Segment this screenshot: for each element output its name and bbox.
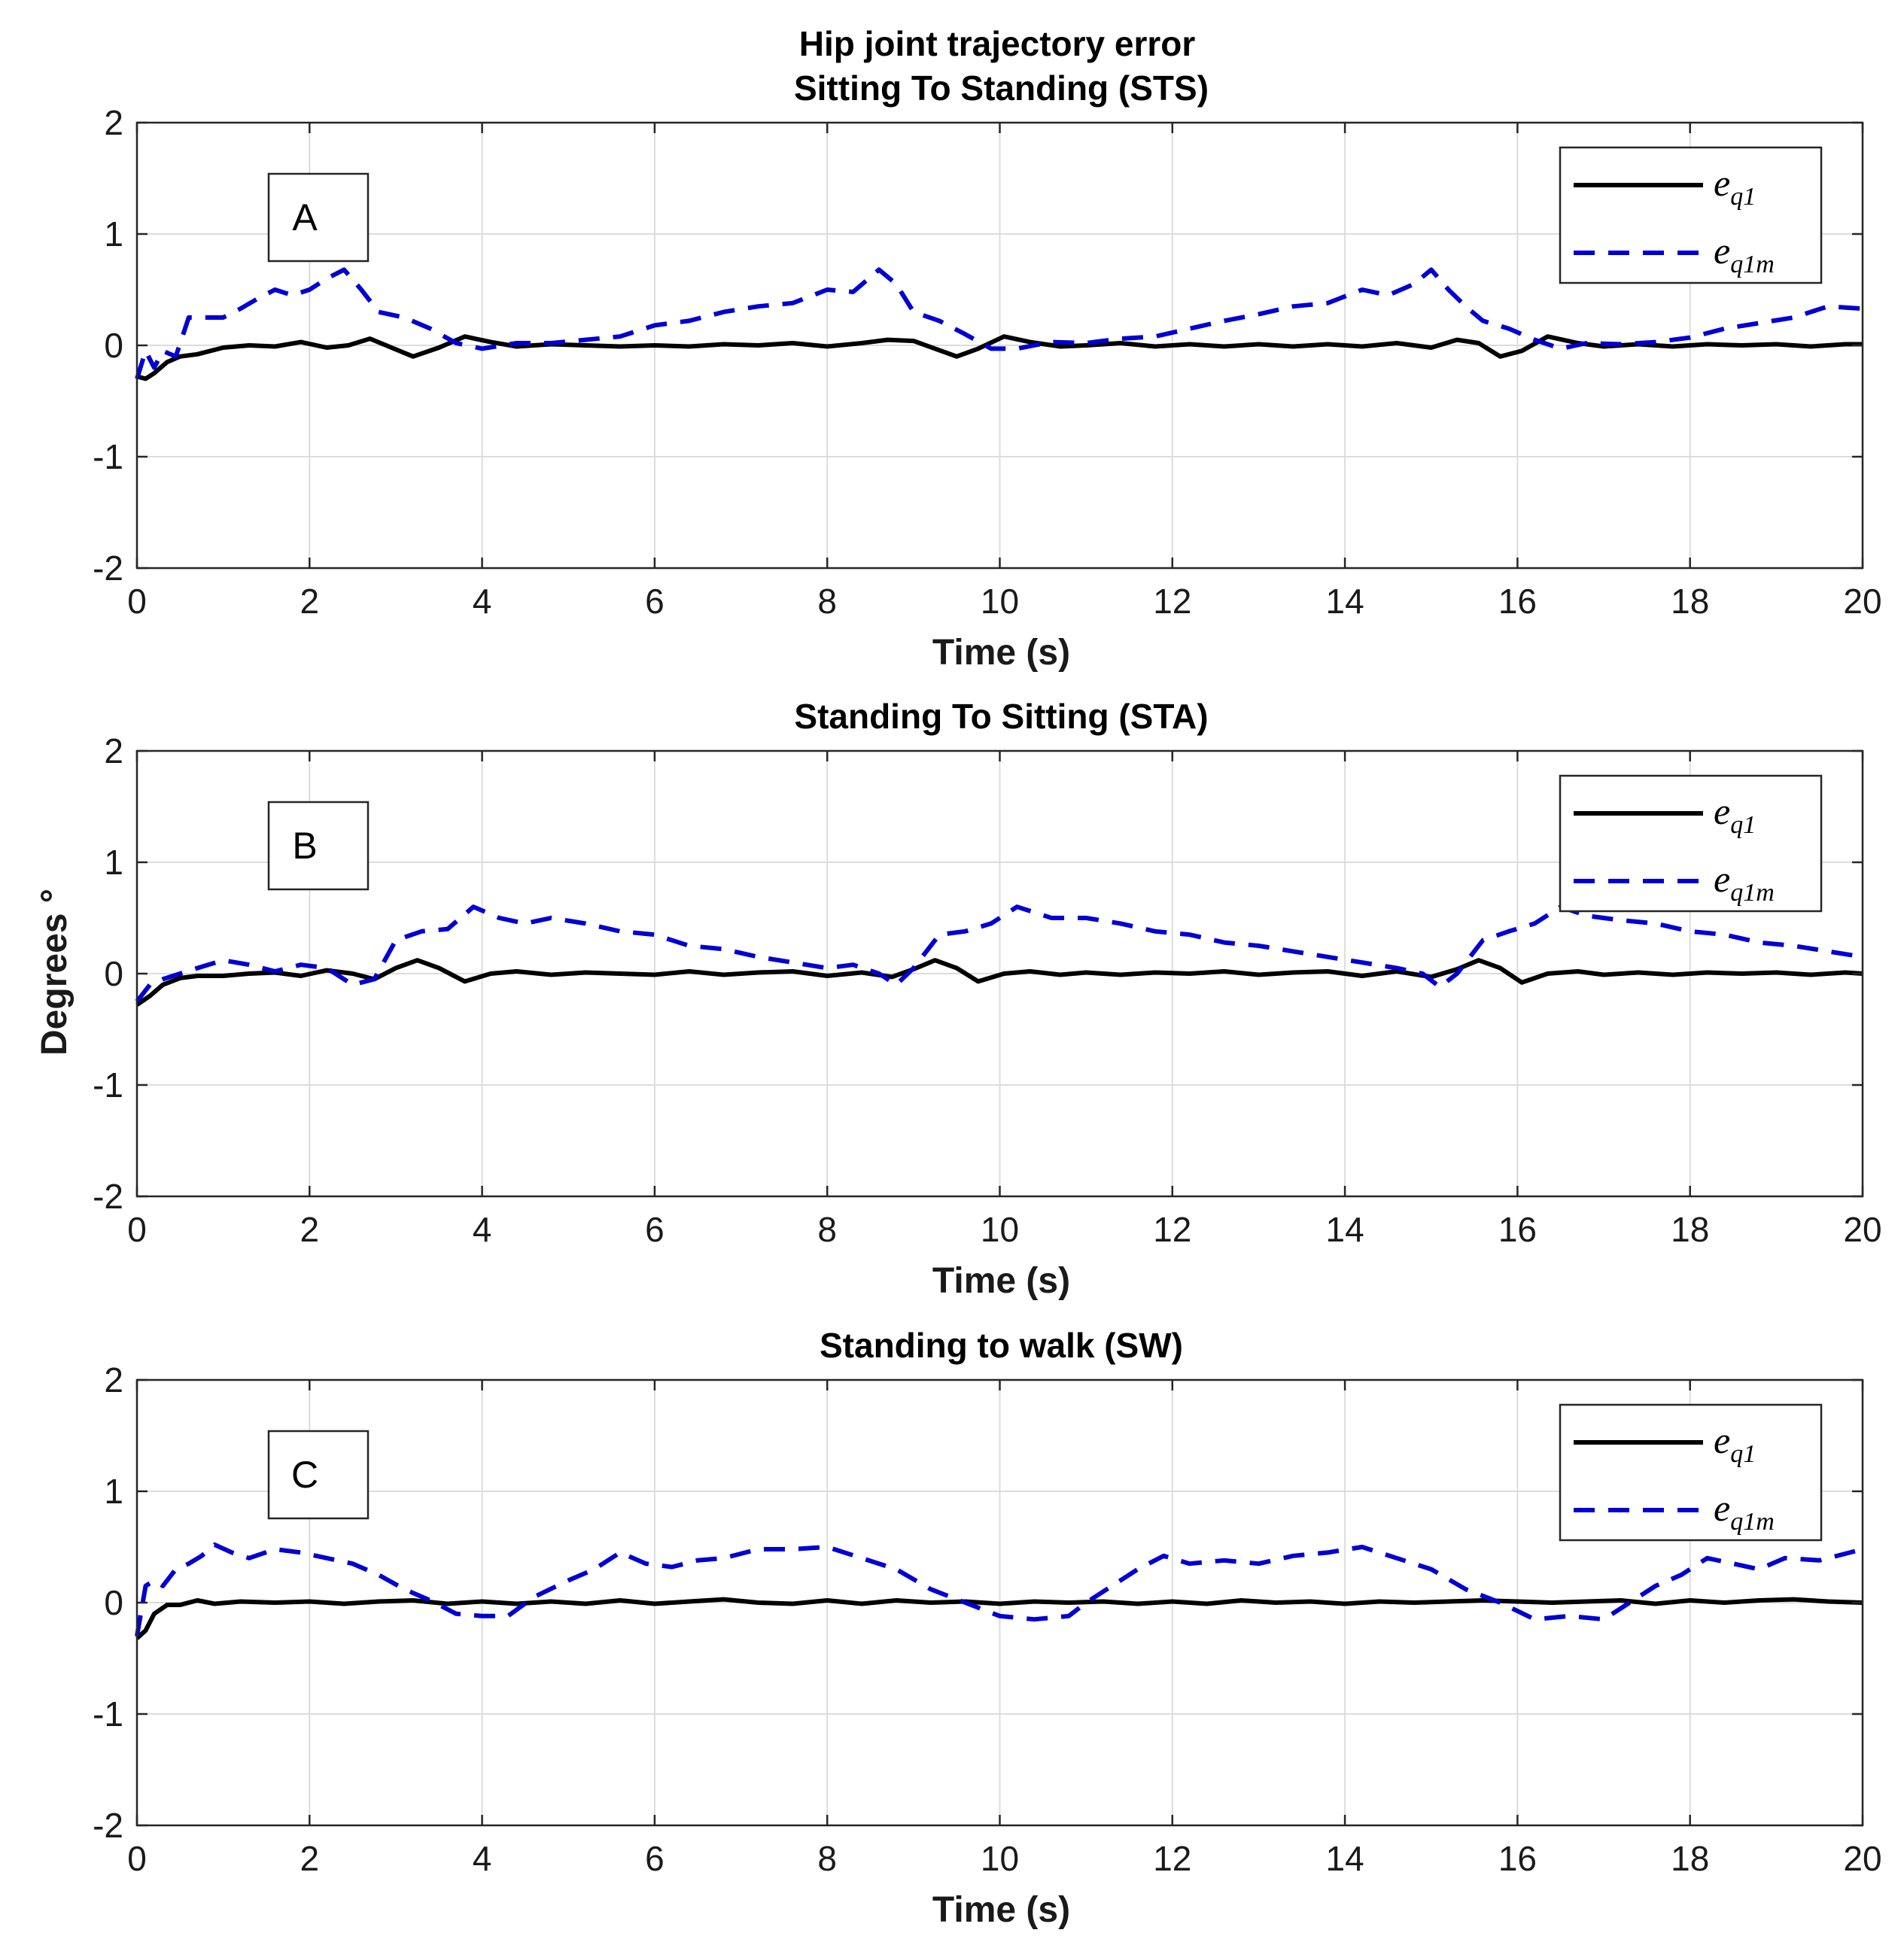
- legend-label-base: e: [1714, 858, 1730, 900]
- x-tick-label: 2: [300, 582, 320, 621]
- y-tick-label: -2: [93, 1806, 123, 1845]
- legend-box: [1559, 146, 1823, 284]
- x-axis-label: Time (s): [932, 633, 1070, 673]
- x-tick-label: 4: [473, 1839, 492, 1878]
- x-tick-label: 6: [645, 582, 665, 621]
- x-tick-label: 0: [127, 582, 147, 621]
- x-tick-label: 4: [473, 582, 492, 621]
- legend-label: eq1: [1714, 162, 1756, 211]
- legend-box: [1559, 774, 1823, 913]
- legend-label-subscript: q1m: [1730, 251, 1775, 278]
- y-tick-label: -1: [93, 1065, 123, 1105]
- x-tick-label: 8: [817, 582, 837, 621]
- y-tick-label: 0: [104, 954, 123, 993]
- x-tick-label: 12: [1153, 582, 1191, 621]
- legend-box: [1559, 1403, 1823, 1542]
- legend-label-base: e: [1714, 229, 1730, 272]
- figure-title: Hip joint trajectory error: [799, 24, 1196, 63]
- panel-label-box: [267, 172, 370, 263]
- x-tick-label: 20: [1843, 1210, 1881, 1249]
- legend-label: eq1m: [1714, 229, 1775, 278]
- x-tick-label: 8: [817, 1210, 837, 1249]
- x-tick-label: 14: [1326, 1839, 1364, 1878]
- panel-title: Sitting To Standing (STS): [794, 68, 1209, 108]
- y-tick-label: -1: [93, 1694, 123, 1734]
- y-tick-label: 0: [104, 1583, 123, 1622]
- x-tick-label: 18: [1671, 1210, 1709, 1249]
- x-tick-label: 14: [1326, 1210, 1364, 1249]
- series-line-e-q1: [135, 1597, 1863, 1640]
- x-tick-label: 18: [1671, 1839, 1709, 1878]
- legend-label-subscript: q1: [1730, 1440, 1756, 1468]
- legend-label-subscript: q1: [1730, 183, 1756, 211]
- x-tick-label: 2: [300, 1839, 320, 1878]
- shared-ylabel: Degrees °: [35, 889, 75, 1056]
- x-tick-label: 12: [1153, 1210, 1191, 1249]
- legend-label: eq1m: [1714, 858, 1775, 907]
- x-tick-label: 2: [300, 1210, 320, 1249]
- x-tick-label: 4: [473, 1210, 492, 1249]
- legend-label: eq1m: [1714, 1487, 1775, 1536]
- panel-label-box: [267, 801, 370, 891]
- series-line-e-q1: [135, 958, 1863, 1007]
- x-tick-label: 18: [1671, 582, 1709, 621]
- y-tick-label: -2: [93, 549, 123, 588]
- y-tick-label: 2: [104, 731, 123, 770]
- y-tick-label: 1: [104, 1472, 123, 1511]
- legend-label: eq1: [1714, 790, 1756, 839]
- x-tick-label: 20: [1843, 582, 1881, 621]
- panel-label-box: [267, 1430, 370, 1520]
- legend-label-base: e: [1714, 790, 1730, 832]
- legend-label-subscript: q1m: [1730, 1508, 1775, 1536]
- panel-title: Standing to walk (SW): [820, 1326, 1183, 1365]
- x-axis-label: Time (s): [932, 1261, 1070, 1301]
- legend-label-base: e: [1714, 162, 1730, 204]
- y-tick-label: 2: [104, 1360, 123, 1399]
- y-tick-label: 1: [104, 843, 123, 882]
- x-tick-label: 16: [1498, 1210, 1537, 1249]
- panel-title: Standing To Sitting (STA): [794, 697, 1208, 736]
- x-tick-label: 16: [1498, 582, 1537, 621]
- x-tick-label: 6: [645, 1839, 665, 1878]
- y-tick-label: 1: [104, 214, 123, 254]
- x-tick-label: 14: [1326, 582, 1364, 621]
- x-axis-label: Time (s): [932, 1890, 1070, 1930]
- x-tick-label: 12: [1153, 1839, 1191, 1878]
- x-tick-label: 16: [1498, 1839, 1537, 1878]
- x-tick-label: 10: [981, 582, 1019, 621]
- y-tick-label: 0: [104, 326, 123, 365]
- panel-label: B: [292, 825, 317, 867]
- x-tick-label: 6: [645, 1210, 665, 1249]
- y-tick-label: 2: [104, 103, 123, 142]
- legend-label-base: e: [1714, 1419, 1730, 1461]
- legend-label-base: e: [1714, 1487, 1730, 1529]
- y-tick-label: -1: [93, 437, 123, 476]
- x-tick-label: 0: [127, 1839, 147, 1878]
- legend-label: eq1: [1714, 1419, 1756, 1468]
- series-line-e-q1m: [135, 904, 1863, 1003]
- x-tick-label: 10: [981, 1839, 1019, 1878]
- panel-label: C: [291, 1454, 318, 1496]
- legend-label-subscript: q1: [1730, 811, 1756, 839]
- panel-label: A: [292, 196, 318, 239]
- x-tick-label: 20: [1843, 1839, 1881, 1878]
- y-tick-label: -2: [93, 1177, 123, 1216]
- x-tick-label: 8: [817, 1839, 837, 1878]
- series-line-e-q1m: [135, 1542, 1863, 1637]
- series-line-e-q1m: [135, 267, 1863, 380]
- x-tick-label: 10: [981, 1210, 1019, 1249]
- legend-label-subscript: q1m: [1730, 879, 1775, 907]
- x-tick-label: 0: [127, 1210, 147, 1249]
